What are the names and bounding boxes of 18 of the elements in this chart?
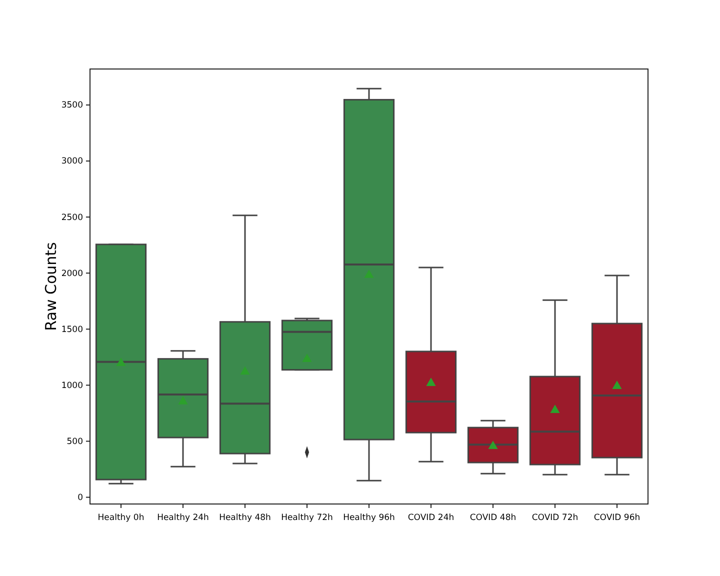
y-tick-label: 3000 [61,156,83,167]
x-tick-label: COVID 96h [594,513,640,523]
y-tick-label: 2500 [61,212,83,223]
x-tick-label: COVID 24h [408,513,454,523]
x-tick-label: COVID 72h [532,513,578,523]
x-tick-label: Healthy 24h [157,513,209,523]
y-tick-label: 1000 [61,380,83,391]
x-tick-label: Healthy 96h [343,513,395,523]
y-tick-label: 3500 [61,100,83,111]
y-axis-title: Raw Counts [42,242,60,331]
x-tick-label: Healthy 48h [219,513,271,523]
y-tick-label: 500 [66,436,83,447]
x-tick-label: COVID 48h [470,513,516,523]
x-tick-label: Healthy 72h [281,513,333,523]
y-tick-label: 2000 [61,268,83,279]
y-tick-label: 0 [78,492,83,503]
x-tick-label: Healthy 0h [98,513,144,523]
y-tick-label: 1500 [61,324,83,335]
